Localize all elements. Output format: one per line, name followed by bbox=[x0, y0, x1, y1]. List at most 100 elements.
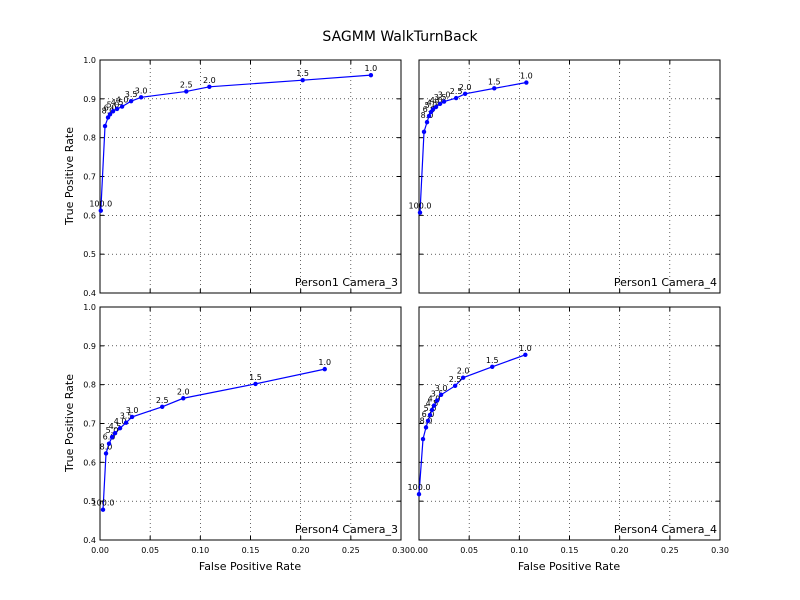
data-point bbox=[460, 375, 466, 380]
y-tick-label: 0.8 bbox=[83, 381, 96, 390]
data-label: 2.5 bbox=[180, 80, 193, 89]
data-label: 2.0 bbox=[457, 367, 470, 376]
data-label: 3.0 bbox=[438, 91, 451, 100]
data-point bbox=[112, 431, 118, 436]
data-label: 6.0 bbox=[104, 103, 117, 112]
data-point bbox=[114, 106, 120, 112]
figure-title: SAGMM WalkTurnBack bbox=[322, 29, 478, 45]
data-point bbox=[417, 210, 423, 215]
data-label: 8.0 bbox=[100, 442, 113, 451]
panel-1: 0.4 0.5 0.6 0.7 0.8 0.9 1.0 100.0 8.06.05.04.54.… bbox=[83, 56, 402, 298]
y-tick-label: 0.4 bbox=[83, 289, 96, 298]
data-point bbox=[433, 104, 439, 110]
panel-label: Person4 Camera_3 bbox=[295, 523, 398, 536]
data-label: 4.0 bbox=[114, 417, 127, 426]
data-point bbox=[424, 119, 430, 125]
data-point bbox=[123, 420, 129, 425]
panel-4: 0.000.050.100.150.200.250.30100.08.06.05… bbox=[408, 306, 729, 555]
data-label: 4.0 bbox=[428, 395, 441, 404]
data-point bbox=[129, 414, 135, 420]
data-point bbox=[427, 412, 433, 418]
x-tick-label: 0.30 bbox=[711, 546, 729, 555]
data-point bbox=[207, 84, 212, 89]
data-point bbox=[107, 112, 113, 117]
x-tick-label: 0.25 bbox=[342, 546, 360, 555]
x-tick-label: 0.10 bbox=[191, 546, 209, 555]
data-label: 2.0 bbox=[203, 76, 216, 85]
data-point bbox=[181, 396, 186, 401]
y-tick-label: 1.0 bbox=[83, 303, 96, 312]
data-point bbox=[100, 507, 106, 512]
x-tick-label: 0.30 bbox=[392, 546, 410, 555]
x-tick-label: 0.20 bbox=[611, 546, 629, 555]
data-point bbox=[425, 418, 431, 423]
data-label: 1.5 bbox=[296, 69, 309, 78]
x-tick-label: 0.20 bbox=[292, 546, 310, 555]
data-label: 100.0 bbox=[409, 202, 432, 211]
data-label: 6.0 bbox=[103, 433, 116, 442]
data-point bbox=[128, 98, 134, 104]
data-label: 100.0 bbox=[92, 499, 115, 508]
data-point bbox=[430, 107, 436, 112]
y-tick-label: 0.4 bbox=[83, 536, 96, 545]
panel-label: Person4 Camera_4 bbox=[614, 523, 717, 536]
panel-label: Person1 Camera_3 bbox=[295, 276, 398, 289]
data-point bbox=[300, 77, 305, 83]
y-tick-label: 0.9 bbox=[83, 342, 96, 351]
roc-curve bbox=[418, 354, 526, 495]
data-label: 6.0 bbox=[423, 105, 436, 114]
data-label: 4.5 bbox=[111, 98, 124, 107]
data-label: 1.0 bbox=[520, 72, 533, 81]
data-label: 3.5 bbox=[431, 390, 444, 399]
y-tick-label: 0.7 bbox=[83, 173, 96, 182]
y-tick-label: 0.9 bbox=[83, 95, 96, 104]
data-point bbox=[429, 407, 435, 413]
data-point bbox=[253, 381, 258, 387]
y-axis-label-bottom: True Positive Rate bbox=[63, 374, 76, 473]
x-tick-label: 0.05 bbox=[460, 546, 478, 555]
data-point bbox=[119, 104, 125, 109]
data-label: 1.0 bbox=[365, 64, 378, 73]
y-tick-label: 0.6 bbox=[83, 458, 96, 467]
data-point bbox=[98, 208, 104, 213]
x-axis-label-right: False Positive Rate bbox=[518, 560, 620, 573]
data-label: 5.0 bbox=[425, 101, 438, 110]
y-tick-label: 0.6 bbox=[83, 211, 96, 220]
data-label: 3.5 bbox=[125, 90, 138, 99]
data-point bbox=[438, 392, 444, 397]
data-point bbox=[110, 109, 116, 114]
data-point bbox=[102, 123, 108, 129]
panel-3: 0.4 0.5 0.6 0.7 0.8 0.9 1.0 0.00 0.05 0.10 0.15 0.2… bbox=[83, 303, 410, 555]
data-label: 2.0 bbox=[459, 83, 472, 92]
data-point bbox=[431, 403, 437, 408]
data-point bbox=[441, 99, 447, 104]
data-label: 5.0 bbox=[424, 404, 437, 413]
data-point bbox=[523, 352, 528, 357]
x-tick-label: 0.00 bbox=[410, 546, 428, 555]
data-point bbox=[416, 491, 422, 497]
data-point bbox=[423, 425, 429, 430]
data-label: 4.5 bbox=[427, 98, 440, 107]
data-point bbox=[368, 72, 374, 78]
data-label: 3.5 bbox=[434, 93, 447, 102]
data-label: 2.5 bbox=[450, 87, 463, 96]
data-label: 2.0 bbox=[177, 387, 190, 396]
data-point bbox=[524, 80, 529, 85]
panel-2: 100.08.06.05.04.54.03.53.02.52.01.51.0Pe… bbox=[409, 59, 721, 294]
x-tick-label: 0.25 bbox=[661, 546, 679, 555]
data-point bbox=[420, 436, 426, 442]
data-point bbox=[103, 451, 109, 456]
data-label: 1.0 bbox=[519, 344, 532, 353]
data-label: 4.5 bbox=[426, 399, 439, 408]
data-point bbox=[138, 95, 144, 100]
data-point bbox=[490, 364, 495, 370]
panel-label: Person1 Camera_4 bbox=[614, 276, 717, 289]
data-label: 1.5 bbox=[249, 373, 262, 382]
y-tick-label: 0.5 bbox=[83, 497, 96, 506]
data-point bbox=[105, 115, 111, 120]
data-point bbox=[421, 129, 427, 135]
data-label: 100.0 bbox=[89, 200, 112, 209]
roc-curve bbox=[102, 368, 325, 510]
data-point bbox=[452, 383, 458, 389]
